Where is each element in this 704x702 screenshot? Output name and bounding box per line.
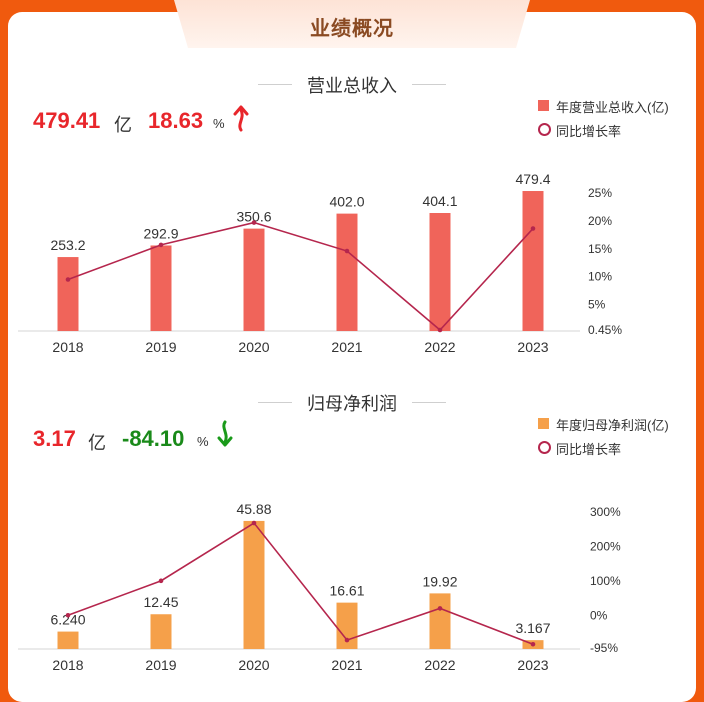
revenue-growth-unit: %	[213, 116, 225, 131]
growth-point	[437, 606, 443, 611]
bar	[429, 593, 451, 649]
growth-point	[65, 612, 71, 618]
bar-value-label: 12.45	[143, 594, 178, 610]
title-rule-left	[258, 84, 292, 85]
legend-label-growth: 同比增长率	[556, 442, 622, 457]
y2-tick-label: 10%	[588, 270, 612, 284]
bar	[243, 520, 265, 649]
y2-tick-label: 5%	[588, 298, 606, 312]
x-tick-label: 2018	[52, 657, 83, 673]
header-tab: 业绩概况	[174, 0, 530, 50]
growth-point	[251, 220, 257, 225]
growth-line	[67, 521, 534, 645]
growth-point	[530, 226, 536, 231]
bar	[522, 191, 544, 331]
bar	[336, 213, 358, 331]
legend-marker-growth	[538, 123, 551, 136]
y2-tick-label: -95%	[590, 641, 618, 655]
bar	[150, 245, 172, 331]
x-tick-label: 2021	[331, 657, 362, 673]
bar	[57, 257, 79, 331]
y2-tick-label: 200%	[590, 539, 621, 553]
x-tick-label: 2019	[145, 339, 176, 355]
y2-tick-label: 20%	[588, 214, 612, 228]
x-tick-label: 2023	[517, 339, 548, 355]
profit-value: 3.17	[33, 426, 76, 451]
title-rule-right	[412, 402, 446, 403]
x-tick-label: 2022	[424, 657, 455, 673]
legend-label-revenue: 年度营业总收入(亿)	[556, 100, 669, 115]
growth-point	[65, 277, 71, 282]
revenue-unit: 亿	[114, 115, 132, 135]
header-tab-shape	[174, 0, 530, 48]
x-tick-label: 2020	[238, 657, 269, 673]
growth-point	[344, 248, 350, 254]
revenue-value: 479.41	[33, 108, 101, 133]
revenue-growth: 18.63	[148, 108, 204, 133]
growth-line	[67, 221, 534, 332]
page-title: 业绩概况	[310, 18, 394, 40]
growth-point	[251, 520, 257, 526]
bar-value-label: 253.2	[50, 237, 85, 253]
bar	[243, 228, 265, 331]
bar	[429, 213, 451, 331]
title-rule-right	[412, 84, 446, 85]
bar-value-label: 19.92	[422, 573, 457, 589]
y2-tick-label: 25%	[588, 186, 612, 200]
profit-section-title: 归母净利润	[307, 394, 397, 414]
bar-value-label: 402.0	[329, 194, 364, 210]
revenue-section-title: 营业总收入	[307, 76, 397, 96]
x-tick-label: 2023	[517, 657, 548, 673]
bar-value-label: 404.1	[422, 193, 457, 209]
x-tick-label: 2020	[238, 339, 269, 355]
y2-tick-label: 0%	[590, 608, 608, 622]
bar	[57, 631, 79, 649]
bar-value-label: 16.61	[329, 583, 364, 599]
bar-value-label: 350.6	[236, 209, 271, 225]
x-tick-label: 2021	[331, 339, 362, 355]
y2-tick-label: 300%	[590, 505, 621, 519]
bar-value-label: 3.167	[515, 620, 550, 636]
down-arrow-icon	[217, 420, 233, 447]
legend-label-profit: 年度归母净利润(亿)	[556, 418, 669, 433]
profit-growth: -84.10	[122, 426, 185, 451]
bar-value-label: 292.9	[143, 225, 178, 241]
y2-tick-label: 15%	[588, 242, 612, 256]
legend-marker-growth	[538, 441, 551, 454]
growth-point	[158, 242, 164, 248]
title-rule-left	[258, 402, 292, 403]
x-tick-label: 2018	[52, 339, 83, 355]
y2-tick-label: 0.45%	[588, 323, 622, 337]
bar-value-label: 45.88	[236, 501, 271, 517]
legend-label-growth: 同比增长率	[556, 124, 622, 139]
growth-point	[530, 641, 536, 647]
legend-swatch-revenue	[538, 100, 549, 111]
bar	[150, 614, 172, 649]
x-tick-label: 2022	[424, 339, 455, 355]
legend-swatch-profit	[538, 418, 549, 429]
up-arrow-icon	[233, 105, 249, 132]
bar	[336, 602, 358, 649]
bar-value-label: 6.240	[50, 612, 85, 628]
x-tick-label: 2019	[145, 657, 176, 673]
bar-value-label: 479.4	[515, 171, 550, 187]
profit-unit: 亿	[88, 433, 106, 453]
performance-card	[8, 12, 696, 702]
growth-point	[158, 578, 164, 584]
growth-point	[437, 327, 443, 333]
growth-point	[344, 637, 350, 643]
profit-growth-unit: %	[197, 434, 209, 449]
y2-tick-label: 100%	[590, 574, 621, 588]
